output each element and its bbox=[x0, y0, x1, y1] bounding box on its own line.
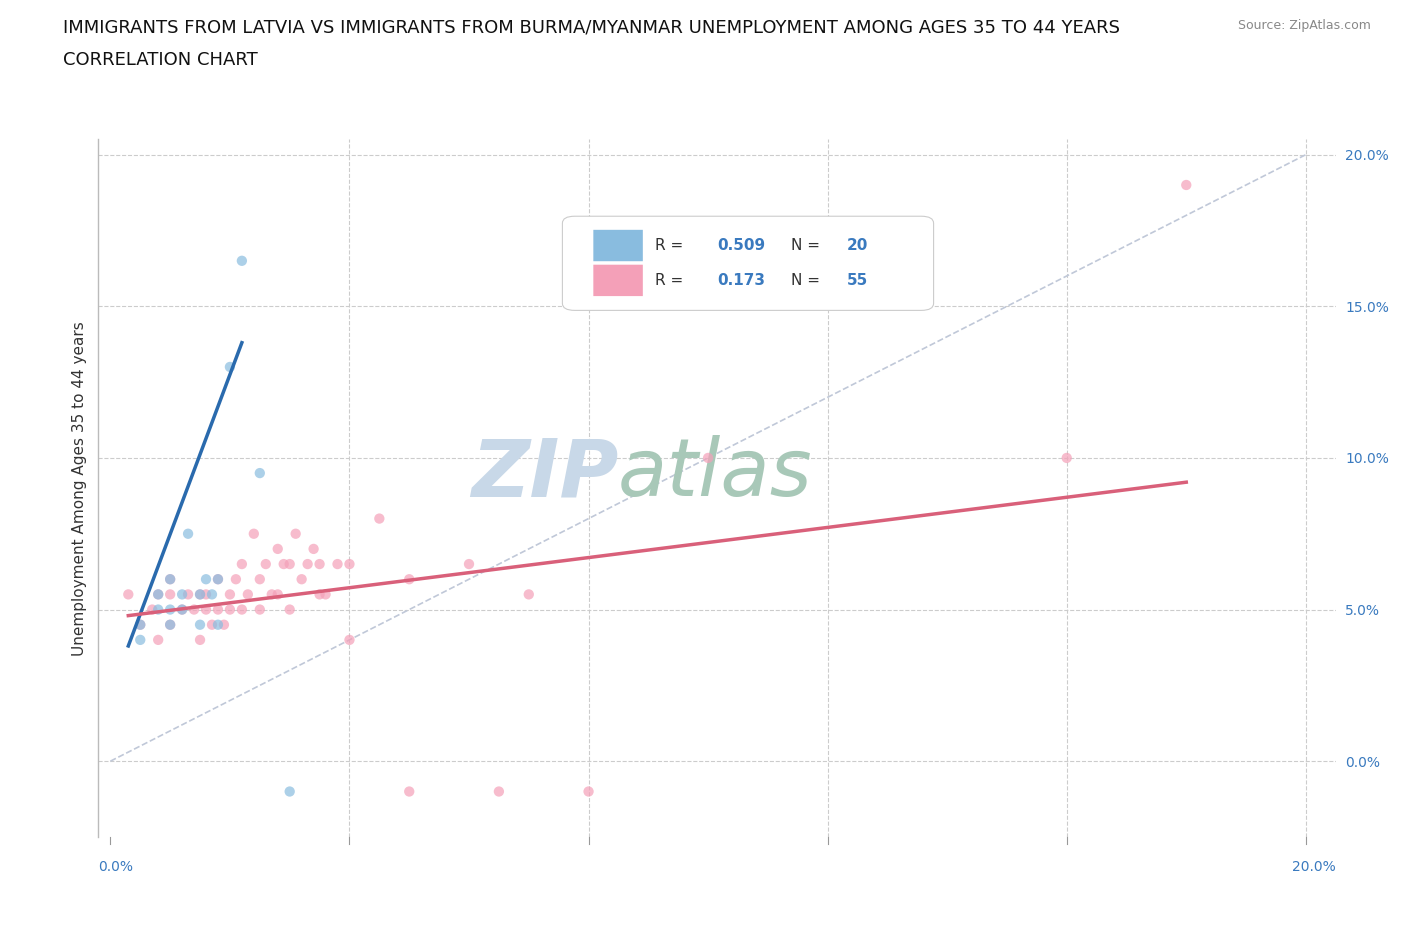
Point bbox=[1175, 178, 1198, 193]
Point bbox=[159, 618, 181, 632]
Text: 0.509: 0.509 bbox=[717, 238, 765, 253]
Point bbox=[212, 618, 235, 632]
Point bbox=[188, 632, 211, 647]
Text: atlas: atlas bbox=[619, 435, 813, 513]
FancyBboxPatch shape bbox=[593, 265, 643, 296]
Y-axis label: Unemployment Among Ages 35 to 44 years: Unemployment Among Ages 35 to 44 years bbox=[72, 321, 87, 656]
Text: 55: 55 bbox=[846, 272, 869, 288]
Point bbox=[278, 602, 301, 617]
Point bbox=[195, 587, 218, 602]
Point bbox=[219, 360, 242, 375]
Legend: Immigrants from Latvia, Immigrants from Burma/Myanmar: Immigrants from Latvia, Immigrants from … bbox=[470, 927, 965, 930]
Point bbox=[517, 587, 540, 602]
Point bbox=[273, 557, 295, 572]
Point bbox=[188, 587, 211, 602]
Point bbox=[207, 602, 229, 617]
Point bbox=[398, 784, 420, 799]
Point bbox=[195, 572, 218, 587]
Point bbox=[267, 541, 290, 556]
FancyBboxPatch shape bbox=[593, 230, 643, 261]
Text: N =: N = bbox=[792, 238, 825, 253]
Point bbox=[488, 784, 510, 799]
Point bbox=[172, 602, 194, 617]
Point bbox=[219, 602, 242, 617]
Point bbox=[278, 784, 301, 799]
Point bbox=[302, 541, 325, 556]
Point bbox=[159, 572, 181, 587]
Point bbox=[129, 618, 152, 632]
Point bbox=[207, 572, 229, 587]
Point bbox=[172, 602, 194, 617]
Text: N =: N = bbox=[792, 272, 825, 288]
Point bbox=[225, 572, 247, 587]
Point bbox=[207, 618, 229, 632]
Point bbox=[231, 602, 253, 617]
Text: 0.0%: 0.0% bbox=[98, 860, 134, 874]
Point bbox=[201, 618, 224, 632]
Text: CORRELATION CHART: CORRELATION CHART bbox=[63, 51, 259, 69]
Point bbox=[172, 587, 194, 602]
Point bbox=[249, 466, 271, 481]
Point bbox=[141, 602, 163, 617]
Point bbox=[368, 512, 391, 526]
Point bbox=[398, 572, 420, 587]
Point bbox=[201, 587, 224, 602]
Point bbox=[315, 587, 337, 602]
Point bbox=[148, 632, 170, 647]
Point bbox=[278, 557, 301, 572]
Point bbox=[159, 587, 181, 602]
Point bbox=[183, 602, 205, 617]
Point bbox=[159, 572, 181, 587]
Point bbox=[231, 557, 253, 572]
Point bbox=[243, 526, 266, 541]
Point bbox=[188, 587, 211, 602]
Point bbox=[458, 557, 481, 572]
Point bbox=[339, 557, 361, 572]
Point bbox=[308, 587, 330, 602]
Point bbox=[236, 587, 259, 602]
Point bbox=[697, 450, 720, 465]
Point bbox=[260, 587, 283, 602]
Point bbox=[267, 587, 290, 602]
Text: R =: R = bbox=[655, 238, 689, 253]
Point bbox=[284, 526, 307, 541]
Point bbox=[249, 602, 271, 617]
Point bbox=[219, 587, 242, 602]
Point bbox=[326, 557, 349, 572]
Point bbox=[207, 572, 229, 587]
Point bbox=[159, 618, 181, 632]
Point bbox=[177, 587, 200, 602]
FancyBboxPatch shape bbox=[562, 217, 934, 311]
Point bbox=[308, 557, 330, 572]
Point bbox=[231, 253, 253, 268]
Point bbox=[148, 602, 170, 617]
Text: Source: ZipAtlas.com: Source: ZipAtlas.com bbox=[1237, 19, 1371, 32]
Point bbox=[249, 572, 271, 587]
Point bbox=[129, 618, 152, 632]
Text: 20: 20 bbox=[846, 238, 869, 253]
Point bbox=[117, 587, 139, 602]
Point bbox=[159, 602, 181, 617]
Text: IMMIGRANTS FROM LATVIA VS IMMIGRANTS FROM BURMA/MYANMAR UNEMPLOYMENT AMONG AGES : IMMIGRANTS FROM LATVIA VS IMMIGRANTS FRO… bbox=[63, 19, 1121, 36]
Text: 0.173: 0.173 bbox=[717, 272, 765, 288]
Point bbox=[188, 618, 211, 632]
Point bbox=[1056, 450, 1078, 465]
Point bbox=[177, 526, 200, 541]
Point bbox=[129, 632, 152, 647]
Point bbox=[291, 572, 314, 587]
Point bbox=[578, 784, 600, 799]
Point bbox=[339, 632, 361, 647]
Point bbox=[148, 587, 170, 602]
Text: ZIP: ZIP bbox=[471, 435, 619, 513]
Point bbox=[195, 602, 218, 617]
Point bbox=[254, 557, 277, 572]
Point bbox=[297, 557, 319, 572]
Text: R =: R = bbox=[655, 272, 689, 288]
Text: 20.0%: 20.0% bbox=[1292, 860, 1336, 874]
Point bbox=[148, 587, 170, 602]
